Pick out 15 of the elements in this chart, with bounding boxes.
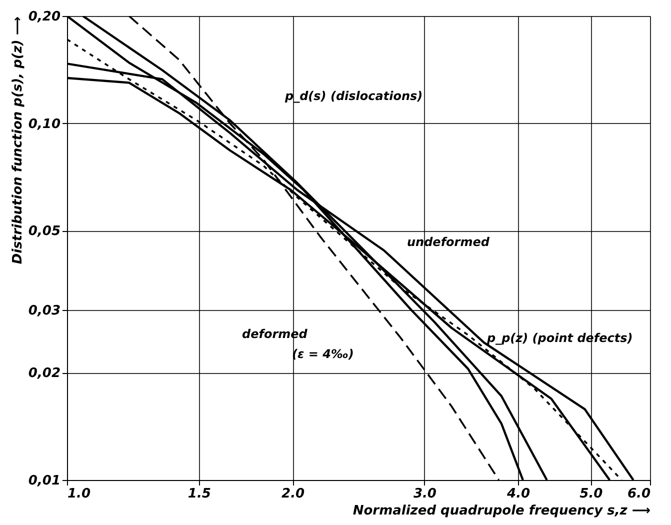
x-tick-label: 6.0 xyxy=(627,486,650,502)
y-tick-label: 0,01 xyxy=(28,474,60,488)
x-tick-label: 3.0 xyxy=(413,486,436,502)
x-tick-label: 2.0 xyxy=(282,486,305,502)
x-tick-label: 1.5 xyxy=(188,486,211,502)
y-axis-title: Distribution function p(s), p(z) ⟶ xyxy=(10,16,26,264)
x-tick-label: 4.0 xyxy=(506,486,530,502)
y-tick-label: 0,10 xyxy=(28,116,60,132)
x-axis-title: Normalized quadrupole frequency s,z ⟶ xyxy=(352,504,650,518)
y-tick-label: 0,05 xyxy=(28,224,60,240)
y-tick-label: 0,20 xyxy=(28,10,60,24)
x-tick-label: 5.0 xyxy=(580,486,603,502)
x-tick-label: 1.0 xyxy=(68,486,91,502)
y-tick-label: 0,02 xyxy=(28,366,60,382)
y-tick-label: 0,03 xyxy=(28,303,60,318)
